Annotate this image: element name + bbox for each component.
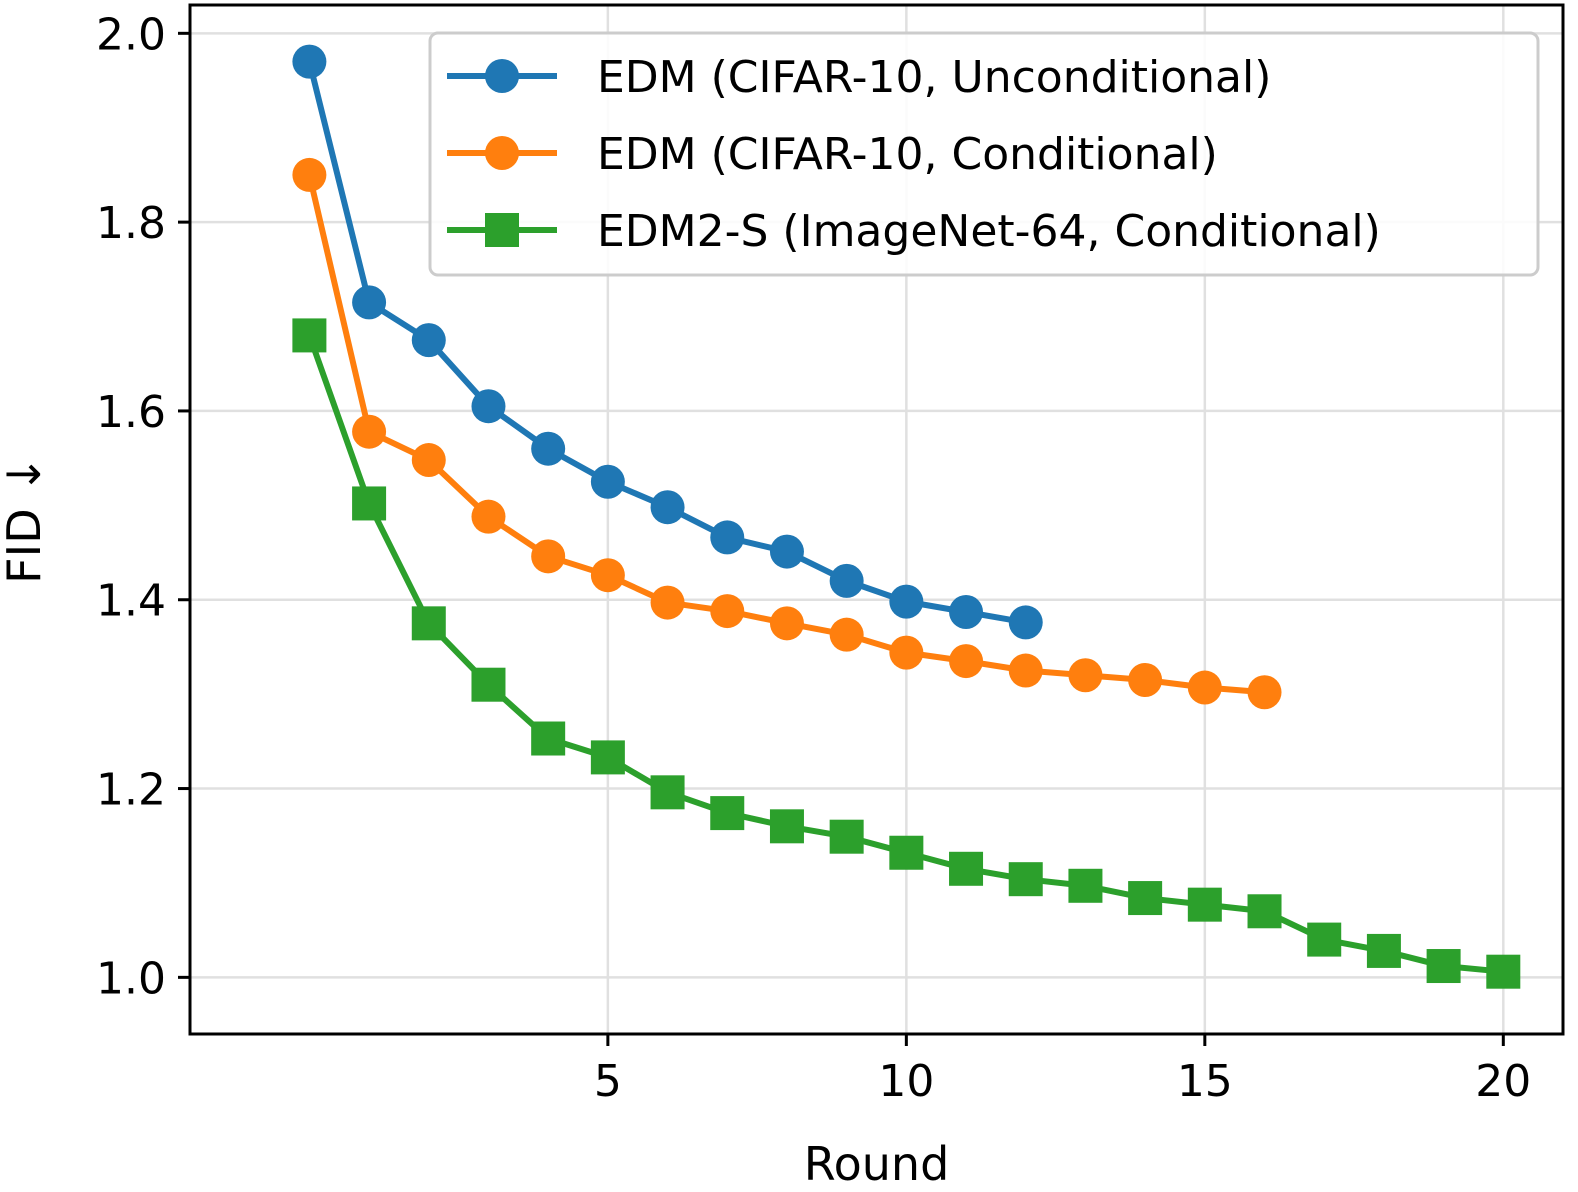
data-point: [1247, 675, 1282, 710]
data-point: [1426, 949, 1461, 984]
legend-label: EDM (CIFAR-10, Conditional): [597, 129, 1218, 180]
data-point: [1068, 658, 1103, 693]
data-point: [411, 606, 446, 641]
data-point: [710, 520, 745, 555]
data-point: [949, 595, 984, 630]
data-point: [1366, 933, 1401, 968]
data-point: [1187, 670, 1222, 705]
data-point: [829, 617, 864, 652]
data-point: [292, 157, 327, 192]
data-point: [531, 721, 566, 756]
data-point: [531, 539, 566, 574]
x-tick-label: 5: [594, 1056, 622, 1107]
data-point: [1247, 894, 1282, 929]
series-3: [292, 318, 1521, 989]
data-point: [352, 486, 387, 521]
legend-entry: EDM2-S (ImageNet-64, Conditional): [447, 206, 1381, 257]
data-point: [1187, 887, 1222, 922]
legend-marker: [485, 213, 519, 247]
y-tick-label: 1.4: [96, 576, 166, 627]
legend-label: EDM2-S (ImageNet-64, Conditional): [597, 206, 1381, 257]
series-2: [292, 157, 1282, 710]
legend-marker: [485, 136, 519, 170]
data-point: [710, 594, 745, 629]
data-point: [769, 534, 804, 569]
data-point: [829, 819, 864, 854]
data-point: [1068, 868, 1103, 903]
y-axis-label: FID ↓: [0, 455, 51, 584]
x-axis-label: Round: [804, 1137, 950, 1191]
legend-entry: EDM (CIFAR-10, Unconditional): [447, 52, 1271, 103]
data-point: [650, 775, 685, 810]
series-layer: [292, 44, 1521, 989]
data-point: [471, 499, 506, 534]
data-point: [1307, 922, 1342, 957]
data-point: [1008, 653, 1043, 688]
y-tick-label: 1.6: [96, 387, 166, 438]
x-tick-label: 10: [878, 1056, 934, 1107]
data-point: [411, 323, 446, 358]
x-tick-label: 15: [1177, 1056, 1233, 1107]
data-point: [949, 644, 984, 679]
data-point: [949, 851, 984, 886]
data-point: [889, 584, 924, 619]
legend: EDM (CIFAR-10, Unconditional) EDM (CIFAR-…: [428, 31, 1540, 277]
data-point: [352, 414, 387, 449]
series-1: [292, 44, 1043, 640]
y-tick-label: 1.0: [96, 953, 166, 1004]
plot-frame: [188, 3, 1565, 1036]
axis-ticks: 5 10 15 20 1.0 1.2 1.4 1.6 1.8 2.0: [96, 9, 1531, 1107]
data-point: [590, 464, 625, 499]
data-point: [769, 606, 804, 641]
y-tick-label: 2.0: [96, 9, 166, 60]
y-tick-label: 1.2: [96, 765, 166, 816]
legend-marker: [485, 59, 519, 93]
data-point: [411, 443, 446, 478]
data-point: [1128, 662, 1163, 697]
data-point: [590, 740, 625, 775]
data-point: [1128, 881, 1163, 916]
x-tick-label: 20: [1475, 1056, 1531, 1107]
data-point: [590, 558, 625, 593]
y-tick-label: 1.8: [96, 198, 166, 249]
data-point: [1008, 862, 1043, 897]
data-point: [471, 389, 506, 424]
data-point: [889, 635, 924, 670]
data-point: [531, 431, 566, 466]
data-point: [471, 667, 506, 702]
data-point: [292, 44, 327, 79]
data-point: [292, 318, 327, 353]
legend-box: [428, 31, 1540, 277]
data-point: [1486, 954, 1521, 989]
data-point: [1008, 605, 1043, 640]
data-point: [829, 563, 864, 598]
data-point: [710, 796, 745, 831]
data-point: [650, 585, 685, 620]
data-point: [352, 285, 387, 320]
legend-entry: EDM (CIFAR-10, Conditional): [447, 129, 1218, 180]
data-point: [650, 490, 685, 525]
legend-label: EDM (CIFAR-10, Unconditional): [597, 52, 1271, 103]
data-point: [889, 835, 924, 870]
data-point: [769, 809, 804, 844]
